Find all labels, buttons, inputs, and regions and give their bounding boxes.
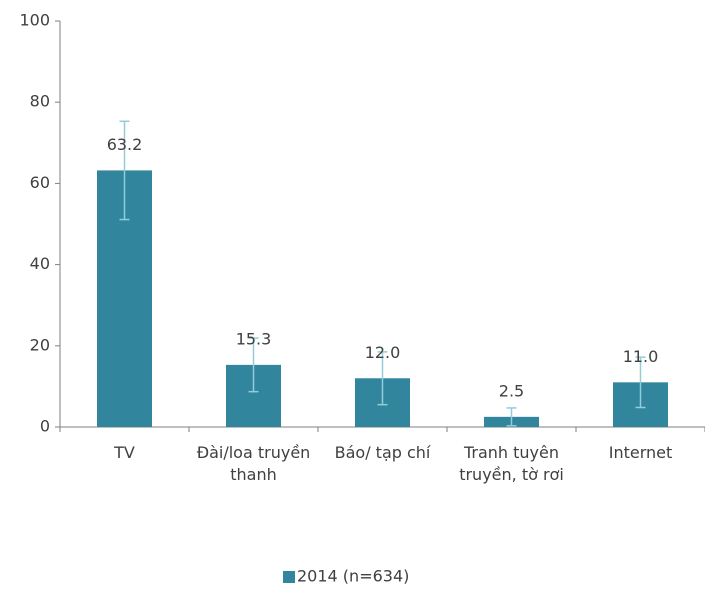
y-tick-label: 40 (30, 254, 50, 273)
y-tick-label: 100 (19, 11, 50, 30)
data-label: 63.2 (107, 135, 143, 154)
x-label-box: TV (114, 443, 135, 462)
x-tick-label: Đài/loa truyền thanh (196, 443, 311, 484)
x-label-box: Đài/loa truyền thanh (196, 443, 311, 484)
y-tick-label: 80 (30, 92, 50, 111)
x-tick-label: Tranh tuyên truyền, tờ rơi (459, 443, 564, 484)
y-tick-label: 60 (30, 173, 50, 192)
data-label: 2.5 (499, 381, 524, 400)
data-label: 12.0 (365, 343, 401, 362)
y-tick-label: 20 (30, 335, 50, 354)
data-label: 11.0 (623, 347, 659, 366)
x-label-box: Internet (608, 443, 673, 462)
x-tick-label: TV (114, 443, 135, 462)
data-label: 15.3 (236, 329, 272, 348)
y-tick-label: 0 (40, 417, 50, 436)
x-label-box: Báo/ tạp chí (334, 443, 431, 462)
legend-swatch (283, 571, 295, 583)
x-tick-label: Internet (608, 443, 673, 462)
x-label-box: Tranh tuyên truyền, tờ rơi (459, 443, 564, 484)
legend-label: 2014 (n=634) (297, 567, 409, 586)
x-tick-label: Báo/ tạp chí (334, 443, 431, 462)
